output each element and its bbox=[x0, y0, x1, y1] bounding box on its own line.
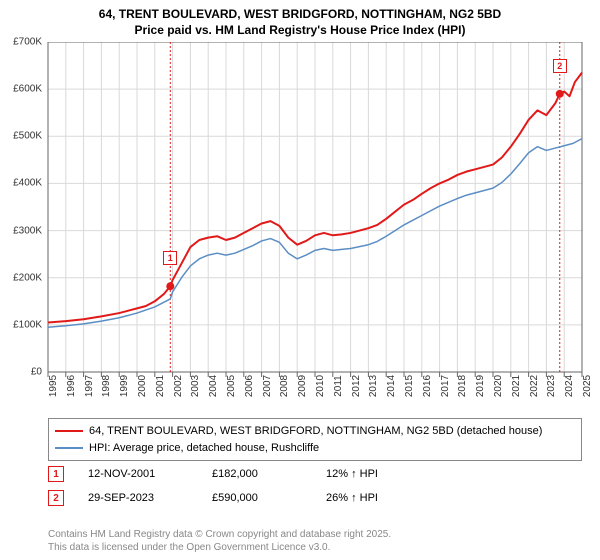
y-tick-label: £400K bbox=[13, 178, 42, 189]
chart-svg bbox=[0, 42, 600, 412]
legend-swatch bbox=[55, 430, 83, 432]
sale-marker-badge: 1 bbox=[163, 251, 177, 265]
x-tick-label: 2021 bbox=[511, 375, 522, 397]
legend-box: 64, TRENT BOULEVARD, WEST BRIDGFORD, NOT… bbox=[48, 418, 582, 461]
title-line-1: 64, TRENT BOULEVARD, WEST BRIDGFORD, NOT… bbox=[8, 6, 592, 22]
x-tick-label: 2024 bbox=[564, 375, 575, 397]
x-tick-label: 2009 bbox=[297, 375, 308, 397]
chart-area: £0£100K£200K£300K£400K£500K£600K£700K 19… bbox=[0, 42, 600, 412]
x-tick-label: 2006 bbox=[244, 375, 255, 397]
sale-marker-id-badge: 1 bbox=[48, 466, 64, 482]
footer-line-2: This data is licensed under the Open Gov… bbox=[48, 541, 391, 554]
x-tick-label: 2013 bbox=[368, 375, 379, 397]
x-tick-label: 2016 bbox=[422, 375, 433, 397]
x-tick-label: 2001 bbox=[155, 375, 166, 397]
x-tick-label: 2014 bbox=[386, 375, 397, 397]
y-tick-label: £600K bbox=[13, 84, 42, 95]
x-tick-label: 2022 bbox=[529, 375, 540, 397]
x-tick-label: 2019 bbox=[475, 375, 486, 397]
x-tick-label: 2010 bbox=[315, 375, 326, 397]
y-tick-label: £0 bbox=[31, 367, 42, 378]
x-tick-label: 2008 bbox=[279, 375, 290, 397]
sale-marker-date: 12-NOV-2001 bbox=[88, 468, 188, 480]
x-tick-label: 2011 bbox=[333, 375, 344, 397]
footer-line-1: Contains HM Land Registry data © Crown c… bbox=[48, 528, 391, 541]
x-tick-label: 1997 bbox=[84, 375, 95, 397]
legend-swatch bbox=[55, 447, 83, 449]
x-tick-label: 1998 bbox=[101, 375, 112, 397]
y-tick-label: £300K bbox=[13, 225, 42, 236]
x-tick-label: 2004 bbox=[208, 375, 219, 397]
x-tick-label: 2020 bbox=[493, 375, 504, 397]
x-tick-label: 1999 bbox=[119, 375, 130, 397]
x-tick-label: 2002 bbox=[173, 375, 184, 397]
sale-marker-delta: 26% ↑ HPI bbox=[326, 492, 416, 504]
title-line-2: Price paid vs. HM Land Registry's House … bbox=[8, 22, 592, 38]
x-tick-label: 2005 bbox=[226, 375, 237, 397]
sale-marker-price: £590,000 bbox=[212, 492, 302, 504]
y-tick-label: £200K bbox=[13, 272, 42, 283]
x-tick-label: 2012 bbox=[351, 375, 362, 397]
sale-marker-price: £182,000 bbox=[212, 468, 302, 480]
x-tick-label: 2025 bbox=[582, 375, 593, 397]
x-tick-label: 2000 bbox=[137, 375, 148, 397]
x-tick-label: 1996 bbox=[66, 375, 77, 397]
sale-marker-row: 1 12-NOV-2001 £182,000 12% ↑ HPI bbox=[48, 462, 582, 486]
sale-marker-id-badge: 2 bbox=[48, 490, 64, 506]
legend-label: HPI: Average price, detached house, Rush… bbox=[89, 440, 319, 457]
footer-attribution: Contains HM Land Registry data © Crown c… bbox=[48, 528, 391, 554]
x-tick-label: 2015 bbox=[404, 375, 415, 397]
chart-title: 64, TRENT BOULEVARD, WEST BRIDGFORD, NOT… bbox=[0, 0, 600, 40]
y-tick-label: £500K bbox=[13, 131, 42, 142]
x-tick-label: 2018 bbox=[457, 375, 468, 397]
x-tick-label: 2023 bbox=[546, 375, 557, 397]
legend-label: 64, TRENT BOULEVARD, WEST BRIDGFORD, NOT… bbox=[89, 423, 542, 440]
sale-marker-badge: 2 bbox=[553, 59, 567, 73]
sale-marker-delta: 12% ↑ HPI bbox=[326, 468, 416, 480]
sale-marker-dot bbox=[556, 90, 564, 98]
x-tick-label: 2007 bbox=[262, 375, 273, 397]
sale-markers-table: 1 12-NOV-2001 £182,000 12% ↑ HPI 2 29-SEP-202… bbox=[48, 462, 582, 510]
sale-marker-dot bbox=[166, 282, 174, 290]
x-tick-label: 1995 bbox=[48, 375, 59, 397]
legend-row: HPI: Average price, detached house, Rush… bbox=[55, 440, 575, 457]
sale-marker-date: 29-SEP-2023 bbox=[88, 492, 188, 504]
y-tick-label: £100K bbox=[13, 319, 42, 330]
x-tick-label: 2017 bbox=[440, 375, 451, 397]
legend-row: 64, TRENT BOULEVARD, WEST BRIDGFORD, NOT… bbox=[55, 423, 575, 440]
sale-marker-row: 2 29-SEP-2023 £590,000 26% ↑ HPI bbox=[48, 486, 582, 510]
x-tick-label: 2003 bbox=[190, 375, 201, 397]
y-tick-label: £700K bbox=[13, 37, 42, 48]
